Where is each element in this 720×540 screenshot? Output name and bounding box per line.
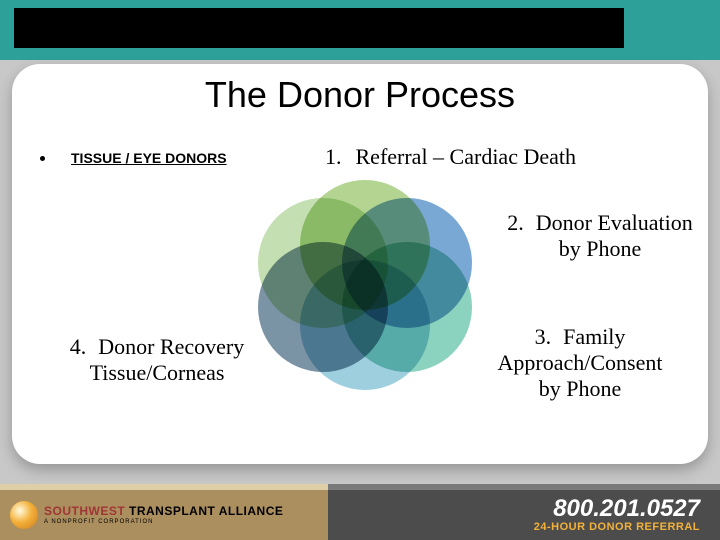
step-1-text: Referral – Cardiac Death [356,144,577,169]
brand-sub: A NONPROFIT CORPORATION [44,519,283,525]
venn-circle [258,198,388,328]
subtitle-text: TISSUE / EYE DONORS [71,150,227,166]
step-2-text: Donor Evaluationby Phone [536,210,693,261]
slide-title: The Donor Process [0,74,720,116]
footer-right: 800.201.0527 24-HOUR DONOR REFERRAL [328,490,720,540]
header-bar [0,0,720,60]
phone-number: 800.201.0527 [553,497,700,521]
brand-logo: SOUTHWEST TRANSPLANT ALLIANCE A NONPROFI… [10,501,283,529]
referral-tagline: 24-HOUR DONOR REFERRAL [534,521,700,533]
step-3: 3. FamilyApproach/Consentby Phone [460,324,700,402]
step-4: 4. Donor RecoveryTissue/Corneas [32,334,282,386]
subtitle-row: TISSUE / EYE DONORS [40,150,227,166]
sun-icon [10,501,38,529]
step-1: 1. Referral – Cardiac Death [325,144,695,170]
bullet-icon [40,156,45,161]
venn-diagram [260,180,470,390]
step-4-text: Donor RecoveryTissue/Corneas [90,334,245,385]
step-3-text: FamilyApproach/Consentby Phone [498,324,663,401]
step-4-num: 4. [70,334,87,359]
step-3-num: 3. [535,324,552,349]
brand-name: SOUTHWEST TRANSPLANT ALLIANCE [44,505,283,517]
step-1-num: 1. [325,144,342,169]
step-2-num: 2. [507,210,524,235]
step-2: 2. Donor Evaluationby Phone [490,210,710,262]
header-title-placeholder [14,8,624,48]
footer-bar: SOUTHWEST TRANSPLANT ALLIANCE A NONPROFI… [0,490,720,540]
footer-left: SOUTHWEST TRANSPLANT ALLIANCE A NONPROFI… [0,490,328,540]
